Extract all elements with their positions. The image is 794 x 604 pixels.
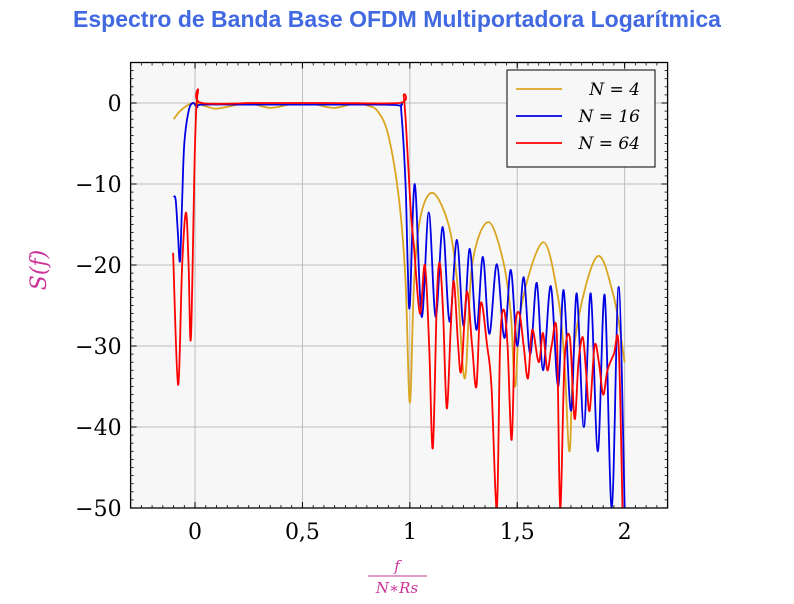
- legend-label: N = 64: [577, 134, 640, 154]
- y-tick-label: −20: [75, 254, 121, 279]
- x-tick-label: 0,5: [285, 520, 320, 545]
- x-tick-label: 1: [403, 520, 417, 545]
- plot-frame: [129, 61, 669, 509]
- chart-title: Espectro de Banda Base OFDM Multiportado…: [73, 6, 721, 32]
- x-axis-label-numerator: f: [393, 557, 402, 575]
- x-axis-label-denominator: N∗Rs: [375, 579, 419, 597]
- legend-box: [506, 69, 656, 168]
- y-tick-label: −10: [75, 173, 121, 198]
- legend: N = 4 N = 16 N = 64: [506, 69, 656, 168]
- x-tick-label: 0: [188, 520, 202, 545]
- series-line-n64: [172, 88, 624, 508]
- y-tick-label: 0: [108, 92, 122, 117]
- y-tick-label: −30: [75, 335, 121, 360]
- legend-label: N = 4: [588, 80, 640, 100]
- y-tick-label: −40: [75, 416, 121, 441]
- x-tick-label: 2: [618, 520, 632, 545]
- x-tick-label: 1,5: [500, 520, 535, 545]
- y-axis-label: S(f): [27, 250, 52, 290]
- y-tick-label: −50: [75, 497, 121, 522]
- series-line-n16: [172, 102, 626, 508]
- series-lines: [172, 88, 626, 508]
- legend-label: N = 16: [577, 107, 640, 127]
- tick-labels: 0 0,5 1 1,5 2 0 −10 −20 −30 −40 −50: [75, 92, 631, 545]
